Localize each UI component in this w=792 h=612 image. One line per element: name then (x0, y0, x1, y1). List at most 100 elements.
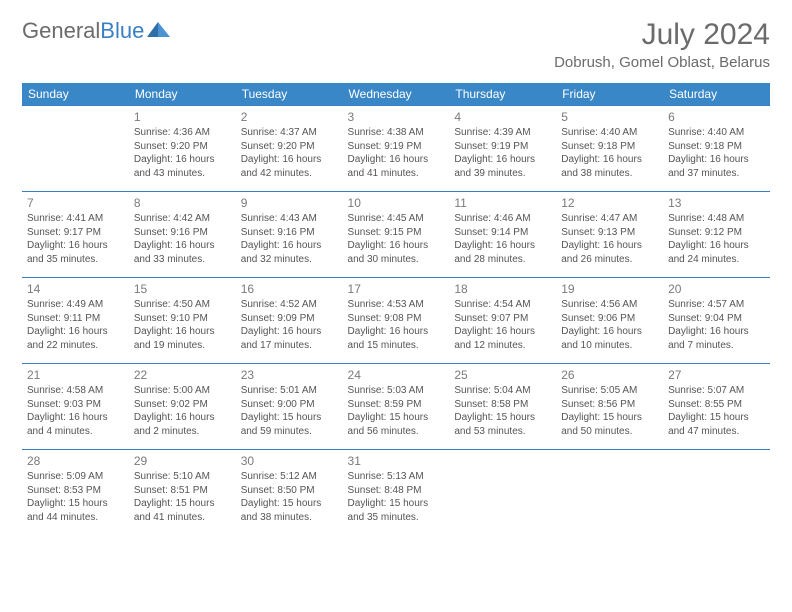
sunrise-line: Sunrise: 4:52 AM (241, 298, 338, 312)
calendar-row: 1Sunrise: 4:36 AMSunset: 9:20 PMDaylight… (22, 106, 770, 192)
day-cell: 25Sunrise: 5:04 AMSunset: 8:58 PMDayligh… (449, 364, 556, 450)
sunrise-line: Sunrise: 5:12 AM (241, 470, 338, 484)
sunrise-line: Sunrise: 4:48 AM (668, 212, 765, 226)
daylight-line: Daylight: 16 hours and 35 minutes. (27, 239, 124, 266)
day-number: 2 (241, 109, 338, 125)
day-number: 19 (561, 281, 658, 297)
weekday-header: Saturday (663, 83, 770, 106)
day-cell: 15Sunrise: 4:50 AMSunset: 9:10 PMDayligh… (129, 278, 236, 364)
day-cell: 31Sunrise: 5:13 AMSunset: 8:48 PMDayligh… (343, 450, 450, 536)
daylight-line: Daylight: 15 hours and 59 minutes. (241, 411, 338, 438)
empty-cell (22, 106, 129, 192)
day-cell: 19Sunrise: 4:56 AMSunset: 9:06 PMDayligh… (556, 278, 663, 364)
sunrise-line: Sunrise: 4:41 AM (27, 212, 124, 226)
day-cell: 28Sunrise: 5:09 AMSunset: 8:53 PMDayligh… (22, 450, 129, 536)
sunrise-line: Sunrise: 4:47 AM (561, 212, 658, 226)
day-cell: 23Sunrise: 5:01 AMSunset: 9:00 PMDayligh… (236, 364, 343, 450)
sunrise-line: Sunrise: 4:38 AM (348, 126, 445, 140)
daylight-line: Daylight: 16 hours and 41 minutes. (348, 153, 445, 180)
sunrise-line: Sunrise: 5:04 AM (454, 384, 551, 398)
day-cell: 6Sunrise: 4:40 AMSunset: 9:18 PMDaylight… (663, 106, 770, 192)
sunset-line: Sunset: 9:20 PM (134, 140, 231, 154)
day-number: 18 (454, 281, 551, 297)
sunset-line: Sunset: 9:09 PM (241, 312, 338, 326)
sunrise-line: Sunrise: 4:53 AM (348, 298, 445, 312)
sunset-line: Sunset: 8:51 PM (134, 484, 231, 498)
day-cell: 2Sunrise: 4:37 AMSunset: 9:20 PMDaylight… (236, 106, 343, 192)
day-cell: 18Sunrise: 4:54 AMSunset: 9:07 PMDayligh… (449, 278, 556, 364)
sunrise-line: Sunrise: 4:39 AM (454, 126, 551, 140)
daylight-line: Daylight: 16 hours and 7 minutes. (668, 325, 765, 352)
daylight-line: Daylight: 16 hours and 28 minutes. (454, 239, 551, 266)
sunrise-line: Sunrise: 5:00 AM (134, 384, 231, 398)
daylight-line: Daylight: 16 hours and 32 minutes. (241, 239, 338, 266)
brand-part1: General (22, 18, 100, 44)
daylight-line: Daylight: 16 hours and 19 minutes. (134, 325, 231, 352)
sunrise-line: Sunrise: 4:57 AM (668, 298, 765, 312)
brand-logo: GeneralBlue (22, 18, 171, 44)
sunrise-line: Sunrise: 4:46 AM (454, 212, 551, 226)
daylight-line: Daylight: 16 hours and 2 minutes. (134, 411, 231, 438)
day-number: 15 (134, 281, 231, 297)
daylight-line: Daylight: 15 hours and 47 minutes. (668, 411, 765, 438)
sunset-line: Sunset: 9:20 PM (241, 140, 338, 154)
day-number: 5 (561, 109, 658, 125)
daylight-line: Daylight: 15 hours and 53 minutes. (454, 411, 551, 438)
calendar-row: 7Sunrise: 4:41 AMSunset: 9:17 PMDaylight… (22, 192, 770, 278)
sunset-line: Sunset: 9:03 PM (27, 398, 124, 412)
day-number: 28 (27, 453, 124, 469)
sunset-line: Sunset: 8:59 PM (348, 398, 445, 412)
logo-triangle-icon (147, 18, 171, 44)
calendar-row: 21Sunrise: 4:58 AMSunset: 9:03 PMDayligh… (22, 364, 770, 450)
sunset-line: Sunset: 9:00 PM (241, 398, 338, 412)
day-number: 27 (668, 367, 765, 383)
daylight-line: Daylight: 16 hours and 43 minutes. (134, 153, 231, 180)
empty-cell (449, 450, 556, 536)
day-number: 20 (668, 281, 765, 297)
daylight-line: Daylight: 16 hours and 10 minutes. (561, 325, 658, 352)
daylight-line: Daylight: 16 hours and 4 minutes. (27, 411, 124, 438)
day-cell: 20Sunrise: 4:57 AMSunset: 9:04 PMDayligh… (663, 278, 770, 364)
day-number: 6 (668, 109, 765, 125)
day-number: 26 (561, 367, 658, 383)
calendar-body: 1Sunrise: 4:36 AMSunset: 9:20 PMDaylight… (22, 106, 770, 536)
day-number: 8 (134, 195, 231, 211)
weekday-header-row: SundayMondayTuesdayWednesdayThursdayFrid… (22, 83, 770, 106)
day-number: 22 (134, 367, 231, 383)
day-number: 17 (348, 281, 445, 297)
day-number: 23 (241, 367, 338, 383)
day-number: 30 (241, 453, 338, 469)
day-number: 10 (348, 195, 445, 211)
weekday-header: Thursday (449, 83, 556, 106)
day-cell: 10Sunrise: 4:45 AMSunset: 9:15 PMDayligh… (343, 192, 450, 278)
daylight-line: Daylight: 16 hours and 38 minutes. (561, 153, 658, 180)
day-cell: 9Sunrise: 4:43 AMSunset: 9:16 PMDaylight… (236, 192, 343, 278)
sunrise-line: Sunrise: 4:50 AM (134, 298, 231, 312)
daylight-line: Daylight: 16 hours and 24 minutes. (668, 239, 765, 266)
day-cell: 24Sunrise: 5:03 AMSunset: 8:59 PMDayligh… (343, 364, 450, 450)
sunset-line: Sunset: 8:55 PM (668, 398, 765, 412)
daylight-line: Daylight: 15 hours and 56 minutes. (348, 411, 445, 438)
day-cell: 7Sunrise: 4:41 AMSunset: 9:17 PMDaylight… (22, 192, 129, 278)
weekday-header: Sunday (22, 83, 129, 106)
day-number: 12 (561, 195, 658, 211)
sunrise-line: Sunrise: 5:03 AM (348, 384, 445, 398)
day-number: 31 (348, 453, 445, 469)
weekday-header: Wednesday (343, 83, 450, 106)
empty-cell (556, 450, 663, 536)
daylight-line: Daylight: 16 hours and 37 minutes. (668, 153, 765, 180)
calendar-row: 28Sunrise: 5:09 AMSunset: 8:53 PMDayligh… (22, 450, 770, 536)
calendar-row: 14Sunrise: 4:49 AMSunset: 9:11 PMDayligh… (22, 278, 770, 364)
sunrise-line: Sunrise: 5:09 AM (27, 470, 124, 484)
day-cell: 29Sunrise: 5:10 AMSunset: 8:51 PMDayligh… (129, 450, 236, 536)
sunset-line: Sunset: 9:06 PM (561, 312, 658, 326)
sunset-line: Sunset: 9:12 PM (668, 226, 765, 240)
daylight-line: Daylight: 16 hours and 12 minutes. (454, 325, 551, 352)
sunset-line: Sunset: 8:50 PM (241, 484, 338, 498)
day-cell: 16Sunrise: 4:52 AMSunset: 9:09 PMDayligh… (236, 278, 343, 364)
sunrise-line: Sunrise: 5:01 AM (241, 384, 338, 398)
day-cell: 21Sunrise: 4:58 AMSunset: 9:03 PMDayligh… (22, 364, 129, 450)
sunset-line: Sunset: 9:15 PM (348, 226, 445, 240)
daylight-line: Daylight: 15 hours and 41 minutes. (134, 497, 231, 524)
weekday-header: Tuesday (236, 83, 343, 106)
